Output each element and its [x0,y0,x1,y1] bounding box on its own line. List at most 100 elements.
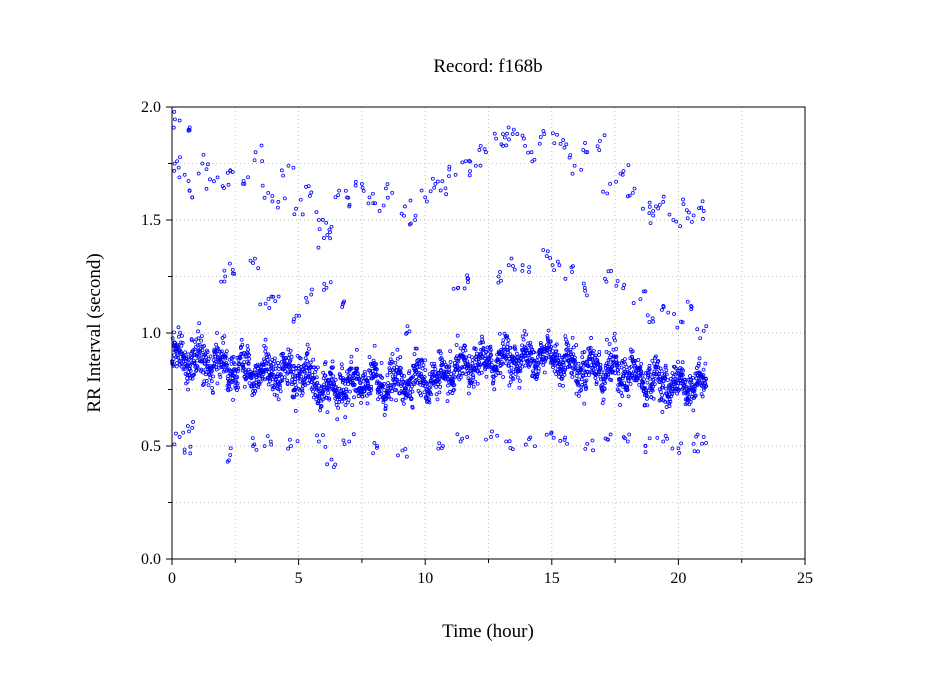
data-point [433,367,438,372]
data-point [336,193,341,198]
data-point [585,293,589,298]
data-point [235,381,240,386]
data-point [400,448,405,453]
data-point [654,204,658,209]
data-point [620,394,625,398]
data-point [211,374,216,379]
data-point [692,389,697,394]
data-point [498,270,502,274]
data-point [613,371,618,376]
data-point [307,369,312,374]
data-point [210,368,215,373]
data-point [375,444,379,448]
data-point [307,194,312,198]
data-point [304,184,308,189]
data-point [629,364,634,369]
data-point [696,363,701,368]
data-point [404,331,408,336]
data-point [204,359,209,364]
data-point [507,383,512,388]
data-point [697,356,702,361]
data-point [236,366,241,371]
data-point [595,360,600,364]
x-tick-label: 0 [168,570,176,587]
data-point [516,359,521,364]
data-point [661,305,666,309]
data-point [322,281,327,286]
data-point [195,343,200,348]
data-point [314,375,319,380]
data-point [446,383,450,388]
data-point [329,371,333,376]
data-point [236,369,240,373]
data-point [276,360,280,365]
data-point [366,391,371,396]
data-point [367,195,372,200]
data-point [562,145,567,150]
data-point [661,200,666,204]
data-point [379,391,384,396]
data-point [458,439,463,444]
data-point [521,357,526,362]
data-point [230,170,235,174]
data-point [214,367,219,372]
data-point [344,394,349,399]
data-point [430,176,435,181]
data-point [439,368,443,372]
data-point [342,442,347,447]
data-point [670,384,675,389]
data-point [552,369,557,374]
data-point [490,429,494,434]
data-point [208,375,213,380]
data-point [565,441,569,446]
data-point [550,263,555,268]
data-point [239,337,244,342]
data-point [544,254,549,259]
data-point [618,171,623,176]
data-point [445,399,450,404]
data-point [563,276,568,281]
data-point [215,381,220,386]
data-point [424,199,429,204]
data-point [473,347,478,352]
data-point [520,263,525,268]
data-point [600,382,605,387]
data-point [671,218,676,222]
data-point [501,338,506,343]
data-point [591,448,595,453]
data-point [447,364,452,369]
data-point [240,342,245,347]
data-point [225,362,229,367]
data-point [572,355,577,360]
data-point [349,354,354,359]
data-point [188,364,192,369]
data-point [438,351,443,356]
data-point [412,352,417,357]
data-point [511,127,516,132]
data-point [615,279,620,283]
data-point [172,161,177,166]
data-point [347,204,352,209]
data-point [697,361,701,366]
data-point [556,368,560,372]
data-point [597,349,602,354]
data-point [513,367,518,372]
data-point [172,353,177,357]
data-point [579,377,584,382]
data-point [250,436,255,441]
data-point [246,361,251,366]
data-point [312,375,317,380]
data-point [263,301,268,306]
data-point [605,191,610,196]
data-point [489,353,494,357]
data-point [688,374,692,378]
data-point [223,354,228,359]
data-point [601,397,606,402]
data-point [527,265,532,270]
data-point [507,363,511,368]
data-point [299,374,304,379]
data-point [368,371,373,375]
data-point [505,341,510,346]
data-point [500,341,505,346]
data-point [526,150,531,155]
